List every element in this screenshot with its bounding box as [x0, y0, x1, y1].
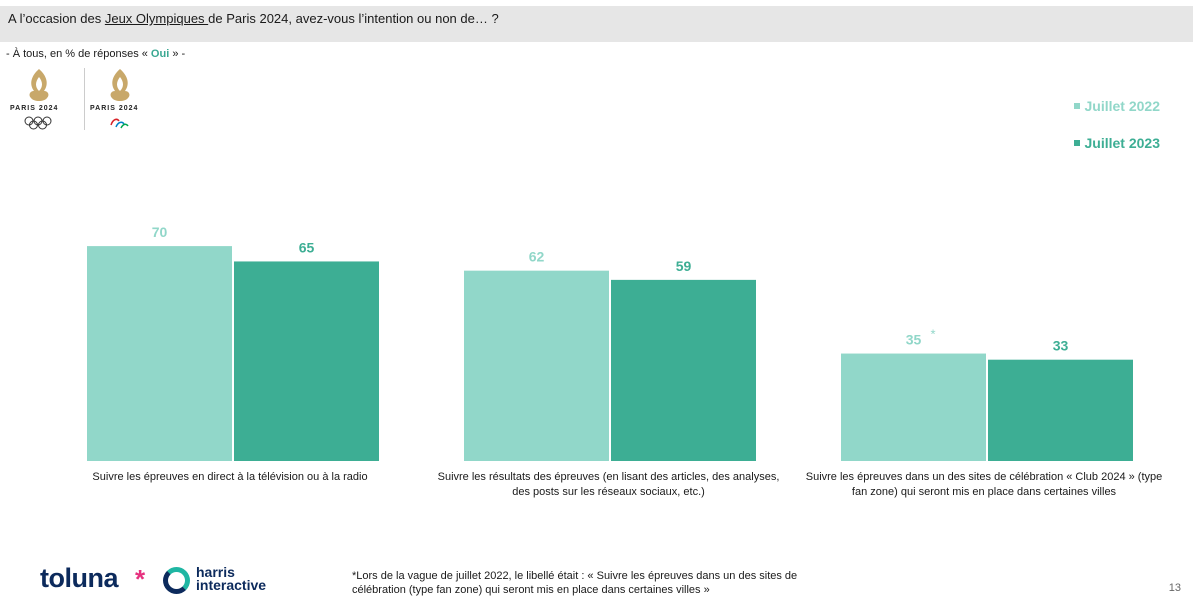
harris-interactive-icon: [163, 567, 190, 594]
question-link: Jeux Olympiques: [104, 11, 209, 26]
bar-chart: 70 62 35 65 59 33 *: [87, 224, 1133, 461]
paris-2024-logos: PARIS 2024 PARIS 2024: [8, 66, 168, 132]
data-label-2022-cat-2: 62: [529, 249, 545, 265]
toluna-star-icon: *: [135, 564, 146, 594]
category-label-1: Suivre les épreuves en direct à la télév…: [92, 471, 368, 483]
olympic-flame-icon: [29, 69, 49, 101]
logo-divider: [84, 68, 85, 130]
category-label-3: Suivre les épreuves dans un des sites de…: [805, 471, 1163, 498]
question-title: A l’occasion des Jeux Olympiques de Pari…: [8, 11, 499, 26]
chart-subtitle: - À tous, en % de réponses « Oui » -: [6, 48, 186, 60]
page-number: 13: [1168, 582, 1181, 594]
paralympic-agitos-icon: [110, 118, 129, 129]
toluna-logo: toluna: [40, 563, 119, 593]
bar-2023-cat-2: [611, 279, 756, 461]
bar-2023-cat-3: [988, 359, 1133, 461]
legend-item-juillet-2023: Juillet 2023: [1073, 135, 1160, 151]
paris-2024-olympic-text: PARIS 2024: [10, 105, 59, 112]
subtitle-highlight: Oui: [150, 48, 170, 60]
bar-2022-cat-2: [464, 270, 609, 461]
legend-swatch-2022: [1073, 103, 1080, 110]
category-label-2: Suivre les résultats des épreuves (en li…: [437, 471, 780, 498]
legend-item-juillet-2022: Juillet 2022: [1073, 98, 1160, 114]
paris-2024-paralympic-text: PARIS 2024: [90, 105, 139, 112]
bar-2023-cat-1: [234, 261, 379, 461]
paralympic-flame-icon: [110, 69, 130, 101]
data-label-2023-cat-3: 33: [1053, 338, 1069, 354]
bar-2022-cat-1: [87, 246, 232, 461]
footnote: *Lors de la vague de juillet 2022, le li…: [352, 570, 798, 596]
brand-logos: toluna * harris interactive: [40, 563, 290, 599]
harris-interactive-logo: harris interactive: [196, 564, 267, 593]
question-header: [0, 6, 1193, 42]
data-label-2023-cat-2: 59: [676, 258, 692, 274]
bar-2022-cat-3: [841, 353, 986, 461]
data-label-2023-cat-1: 65: [299, 239, 315, 255]
data-label-2022-cat-3: 35: [906, 332, 922, 348]
olympic-rings-icon: [24, 116, 52, 130]
legend-swatch-2023: [1073, 140, 1080, 147]
annotation-asterisk-1: *: [931, 327, 936, 342]
data-label-2022-cat-1: 70: [152, 224, 168, 240]
